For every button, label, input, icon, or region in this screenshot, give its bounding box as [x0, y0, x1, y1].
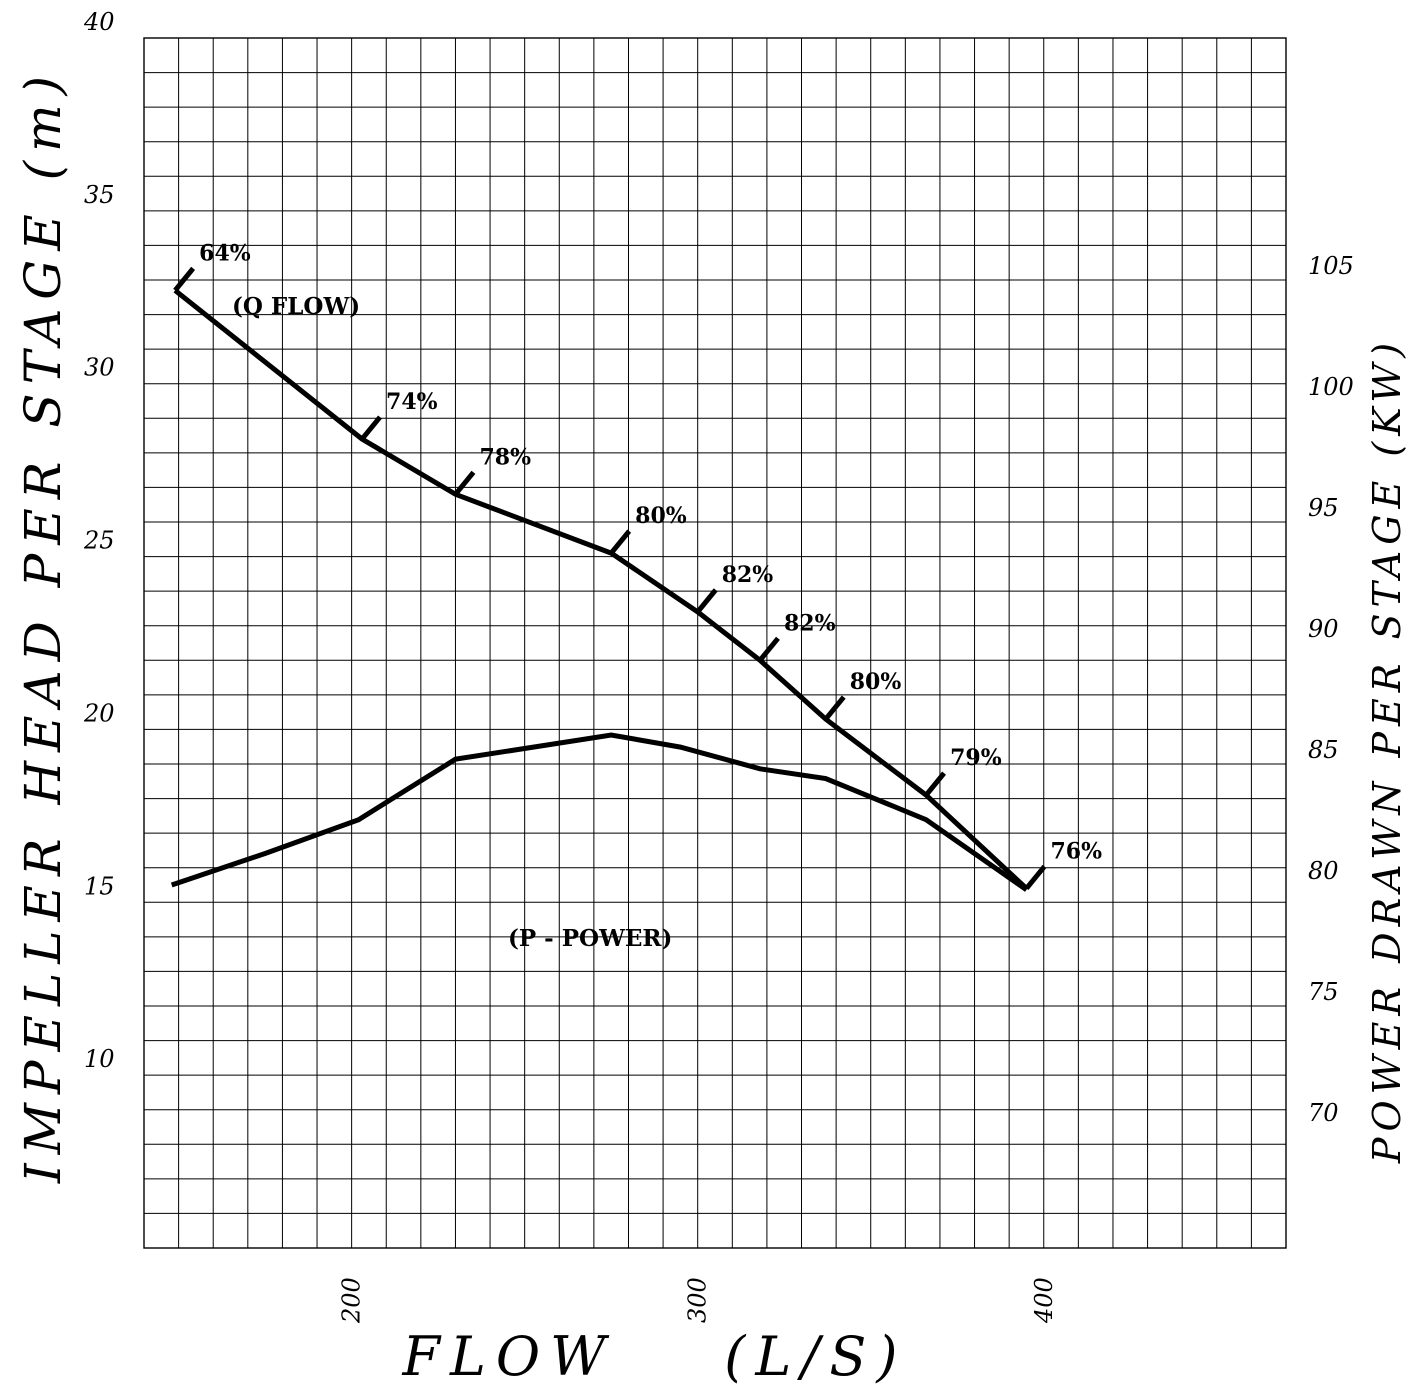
right-tick-label: 105	[1308, 252, 1354, 280]
right-axis-title: POWER DRAWN PER STAGE (KW)	[1365, 337, 1409, 1164]
efficiency-label: 64%	[199, 240, 251, 266]
left-axis-ticks: 10 15 20 25 30 35 40	[83, 8, 115, 1073]
efficiency-labels: 64% 74% 78% 80% 82% 82% 80% 79% 76%	[173, 240, 1102, 891]
right-tick-label: 80	[1308, 857, 1339, 885]
efficiency-label: 78%	[479, 444, 531, 470]
right-tick-label: 90	[1308, 615, 1339, 643]
plot-frame	[143, 37, 1287, 1249]
efficiency-tick-mark	[823, 695, 846, 721]
efficiency-tick-mark	[1024, 864, 1047, 891]
efficiency-label: 82%	[722, 562, 774, 588]
power-curve-line	[170, 732, 1028, 892]
efficiency-tick-mark	[453, 470, 476, 496]
efficiency-tick-mark	[609, 529, 632, 555]
efficiency-tick-mark	[173, 266, 196, 292]
chart-grid	[144, 38, 1286, 1248]
efficiency-label: 79%	[950, 745, 1002, 771]
right-tick-label: 75	[1308, 978, 1339, 1006]
left-tick-label: 20	[83, 699, 115, 727]
left-tick-label: 10	[84, 1045, 115, 1073]
right-tick-label: 95	[1308, 494, 1339, 522]
right-tick-label: 70	[1308, 1099, 1339, 1127]
efficiency-label: 80%	[635, 503, 687, 529]
left-tick-label: 15	[84, 872, 115, 900]
left-tick-label: 35	[84, 181, 115, 209]
efficiency-label: 80%	[850, 669, 902, 695]
left-axis-title: IMPELLER HEAD PER STAGE (m)	[14, 67, 72, 1184]
efficiency-tick-mark	[924, 771, 947, 797]
efficiency-label: 82%	[784, 610, 836, 636]
efficiency-label: 74%	[386, 389, 438, 415]
series-layer: (Q FLOW) (P - POWER)	[170, 288, 1029, 952]
head-curve-line	[173, 288, 1029, 891]
head-curve-label: (Q FLOW)	[232, 293, 360, 320]
efficiency-tick-mark	[758, 636, 780, 662]
right-tick-label: 85	[1308, 736, 1339, 764]
x-tick-label: 200	[338, 1277, 366, 1324]
efficiency-tick-mark	[360, 415, 382, 441]
x-tick-label: 400	[1030, 1277, 1058, 1324]
x-axis-ticks: 200 300 400	[338, 1277, 1058, 1324]
x-axis-title: FLOW (L/S)	[402, 1325, 908, 1387]
power-curve-label: (P - POWER)	[508, 925, 672, 952]
left-tick-label: 25	[83, 527, 115, 555]
right-axis-ticks: 70 75 80 85 90 95 100 105	[1308, 252, 1354, 1127]
efficiency-label: 76%	[1050, 838, 1102, 864]
efficiency-tick-mark	[695, 588, 718, 614]
right-tick-label: 100	[1308, 373, 1354, 401]
x-tick-label: 300	[684, 1277, 712, 1323]
left-tick-label: 30	[84, 354, 115, 382]
left-tick-label: 40	[83, 8, 115, 36]
